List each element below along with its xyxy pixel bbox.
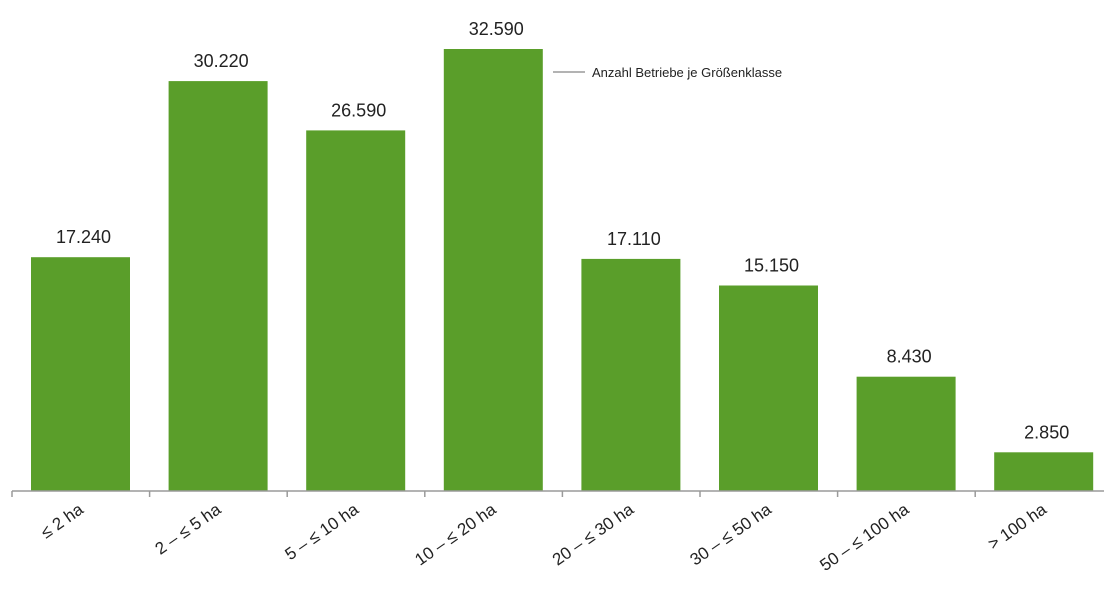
bar [443,49,543,491]
x-axis-tick-labels: ≤ 2 ha 2 – ≤ 5 ha 5 – ≤ 10 ha 10 – ≤ 20 ha 2… [37,499,1050,574]
value-labels-group: 17.240 30.220 26.590 32.590 17.110 15.150 8.43… [56,19,1069,442]
data-label: 8.430 [887,347,932,367]
bars-group [31,49,1094,491]
x-axis-ticks [11,491,976,497]
bar [856,376,956,491]
data-label: 30.220 [194,51,249,71]
x-tick-label: > 100 ha [984,499,1050,553]
data-label: 17.110 [607,229,661,249]
bar [168,81,268,491]
data-label: 17.240 [56,227,111,247]
bar [306,130,406,491]
data-label: 15.150 [744,256,799,276]
x-tick-label: 2 – ≤ 5 ha [152,499,225,558]
data-label: 26.590 [331,100,386,120]
bar [719,285,818,491]
legend-label: Anzahl Betriebe je Größenklasse [592,65,782,80]
data-label: 2.850 [1024,422,1069,442]
x-tick-label: 5 – ≤ 10 ha [282,499,363,564]
bar [581,258,681,491]
bar [994,452,1094,491]
legend: Anzahl Betriebe je Größenklasse [553,65,782,80]
x-tick-label: 30 – ≤ 50 ha [687,499,776,569]
data-label: 32.590 [469,19,524,39]
x-tick-label: ≤ 2 ha [37,499,87,542]
x-tick-label: 50 – ≤ 100 ha [816,499,912,574]
x-tick-label: 10 – ≤ 20 ha [411,499,500,569]
x-tick-label: 20 – ≤ 30 ha [549,499,638,569]
bar [31,257,130,491]
